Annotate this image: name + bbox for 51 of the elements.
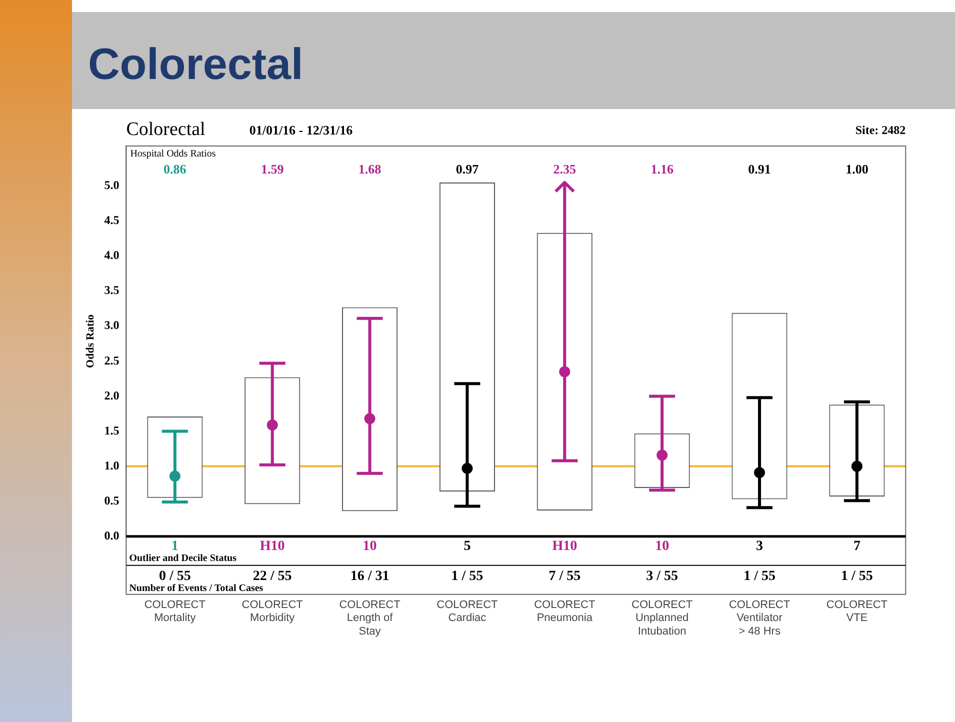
annotation: 1.59 (260, 161, 284, 176)
y-tick-label: 5.0 (104, 178, 120, 192)
text: 1 / 55 (840, 569, 873, 584)
y-tick-label: 3.5 (104, 283, 120, 298)
y-tick-label: 2.0 (104, 388, 120, 402)
text: 0 / 55 (158, 569, 191, 584)
text: 7 (853, 539, 860, 554)
x-tick-label: COLORECT Morbidity (242, 599, 304, 624)
y-tick-label: 3.0 (104, 318, 120, 332)
x-tick-label: COLORECT Length of Stay (339, 599, 401, 638)
y-axis-title: Odds Ratio (84, 314, 96, 368)
y-tick-label: 1.5 (104, 423, 120, 438)
annotation: 0.97 (456, 161, 480, 176)
x-tick-label: COLORECT VTE (826, 599, 888, 624)
text: 22 / 55 (252, 569, 292, 584)
text: 10 (362, 539, 377, 554)
x-tick-label: COLORECT Cardiac (436, 599, 498, 624)
text: Site: 2482 (855, 123, 906, 138)
y-tick-label: 1.0 (104, 458, 120, 472)
x-tick-label: COLORECT Pneumonia (534, 599, 596, 624)
text: 3 / 55 (646, 569, 678, 584)
annotation: Hospital Odds Ratios (130, 148, 216, 160)
text: 10 (655, 539, 670, 554)
annotation: 0.86 (164, 161, 187, 176)
text: Colorectal (126, 118, 206, 140)
annotation: 1.16 (650, 161, 674, 176)
text: 7 / 55 (548, 569, 581, 584)
x-tick-label: COLORECT Ventilator > 48 Hrs (728, 599, 790, 638)
annotation: 1.68 (358, 161, 382, 176)
text: 1 / 55 (744, 569, 776, 584)
annotation: 1.00 (846, 161, 868, 176)
annotation: 0.91 (748, 161, 771, 176)
text: 3 (756, 539, 764, 554)
y-tick-label: 0.0 (104, 528, 120, 542)
y-tick-label: 2.5 (104, 353, 120, 368)
text: Outlier and Decile Status (129, 552, 237, 564)
x-tick-label: COLORECT Unplanned Intubation (632, 599, 693, 638)
y-tick-label: 4.0 (104, 248, 120, 262)
chart-subtitle: 01/01/16 - 12/31/16 (249, 122, 354, 138)
y-tick-label: 0.5 (104, 493, 120, 508)
text: 1 (171, 539, 178, 554)
text: 5 (464, 539, 471, 554)
text: H10 (552, 539, 578, 554)
text: 16 / 31 (350, 569, 390, 584)
annotation: 2.35 (553, 161, 577, 176)
x-tick-label: COLORECT Mortality (144, 599, 206, 624)
y-tick-label: 4.5 (104, 213, 120, 228)
text: Number of Events / Total Cases (129, 582, 264, 594)
chart-title: Colorectal (88, 40, 304, 90)
text: 1 / 55 (451, 569, 484, 584)
text: H10 (260, 539, 285, 554)
